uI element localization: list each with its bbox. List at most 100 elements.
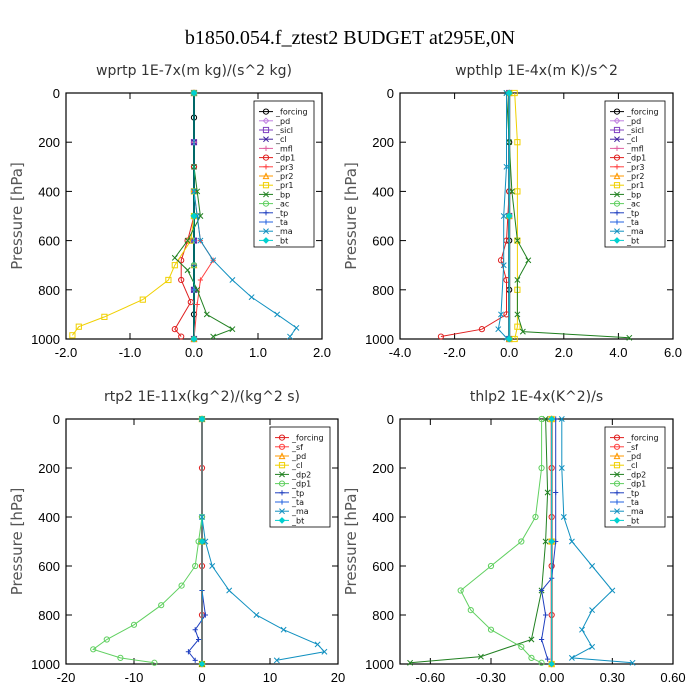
legend-marker — [279, 499, 285, 505]
series-pr1-line — [71, 93, 195, 336]
y-tick-label: 600 — [38, 234, 60, 249]
x-tick-label: -0.30 — [476, 670, 506, 685]
legend-marker — [614, 210, 620, 216]
legend-entry: _pd — [291, 452, 306, 461]
x-tick-label: -20 — [57, 670, 76, 685]
y-tick-label: 600 — [372, 559, 394, 574]
series-ma-point — [293, 324, 300, 331]
series-ma-point — [558, 465, 565, 471]
series-dp1-line — [92, 419, 203, 664]
legend-entry: _cl — [291, 461, 303, 470]
series-ma-point — [229, 277, 236, 283]
y-tick-label: 800 — [372, 608, 394, 623]
legend-marker — [613, 126, 621, 134]
legend-entry: _pr3 — [275, 163, 293, 172]
series-group — [90, 415, 328, 668]
series-pr1-point — [171, 262, 178, 269]
y-tick-label: 0 — [387, 86, 394, 101]
series-bt-point — [198, 415, 206, 423]
series-bt-point — [190, 89, 198, 97]
series-bp-line — [174, 93, 234, 337]
legend-marker — [613, 237, 621, 244]
legend-marker — [613, 182, 621, 189]
series-bp-point — [525, 257, 532, 264]
legend-marker — [278, 434, 286, 441]
series-ma-point — [210, 257, 217, 264]
legend-entry: _cl — [275, 135, 287, 144]
legend-marker — [278, 443, 286, 450]
x-tick-label: -2.0 — [55, 345, 77, 360]
series-bt-point — [190, 335, 198, 343]
series-bp-point — [514, 277, 521, 283]
series-ma-point — [495, 326, 502, 333]
legend-entry: _cl — [626, 135, 638, 144]
series-ma-point — [589, 563, 596, 569]
legend-marker — [613, 517, 621, 524]
legend-entry: _dp1 — [626, 154, 646, 163]
series-bp-point — [210, 333, 217, 340]
legend-marker — [278, 462, 286, 469]
legend-marker — [614, 136, 620, 143]
legend-entry: _forcing — [626, 434, 659, 443]
y-tick-label: 400 — [38, 184, 60, 199]
legend-entry: _sicl — [626, 126, 644, 135]
series-pr1-point — [69, 332, 76, 339]
series-tp-point — [538, 636, 545, 643]
y-tick-label: 600 — [38, 559, 60, 574]
x-tick-label: -2.0 — [443, 345, 465, 360]
series-dp1-line — [460, 419, 543, 664]
x-tick-label: 20 — [331, 670, 345, 685]
legend-box — [253, 100, 315, 248]
legend-entry: _pr1 — [626, 181, 644, 190]
legend-marker — [263, 145, 269, 151]
legend-entry: _cl — [626, 461, 638, 470]
series-dp1-point — [538, 464, 545, 472]
legend-entry: _tp — [626, 489, 639, 498]
x-tick-label: 0.30 — [600, 670, 625, 685]
legend-marker — [614, 471, 620, 478]
legend-entry: _bt — [275, 236, 288, 245]
series-ma-line — [193, 93, 298, 337]
series-bt-point — [198, 538, 206, 545]
panel-title: thlp2 1E-4x(K^2)/s — [470, 389, 603, 405]
legend-entry: _sicl — [275, 126, 293, 135]
legend-entry: _pr2 — [626, 172, 644, 181]
series-pr1-point — [75, 323, 82, 330]
series-ma-point — [314, 641, 321, 648]
x-tick-label: 10 — [263, 670, 277, 685]
series-bp-point — [508, 188, 515, 195]
plot-frame — [399, 418, 674, 665]
series-dp1-point — [90, 646, 97, 653]
series-bp-point — [184, 237, 191, 244]
legend-entry: _bt — [626, 516, 639, 525]
figure-title: b1850.054.f_ztest2 BUDGET at295E,0N — [185, 27, 515, 49]
series-dp2-point — [544, 489, 551, 496]
legend-marker — [613, 154, 621, 161]
legend-entry: _mfl — [275, 144, 293, 153]
series-ma-point — [568, 654, 575, 661]
y-tick-label: 800 — [38, 608, 60, 623]
legend-entry: _ma — [626, 507, 644, 516]
series-dp1-point — [518, 538, 525, 545]
x-tick-label: 0.00 — [539, 670, 564, 685]
series-bp-point — [171, 254, 178, 261]
series-bt-point — [505, 89, 513, 97]
series-bp-point — [203, 311, 210, 318]
series-tp-point — [538, 587, 545, 594]
legend-marker — [263, 210, 269, 216]
legend-marker — [614, 490, 620, 496]
legend-marker — [262, 108, 270, 115]
legend-entry: _dp2 — [291, 470, 311, 479]
legend-entry: _ma — [626, 227, 644, 236]
legend-marker — [263, 136, 269, 143]
series-dp1-point — [487, 626, 495, 633]
series-ma-point — [568, 538, 575, 545]
legend: _forcing_sf_pd_cl_dp2_dp1_tp_ta_ma_bt — [604, 426, 666, 528]
legend-entry: _pd — [626, 452, 641, 461]
legend-marker — [263, 228, 269, 235]
legend-marker — [278, 452, 286, 460]
legend: _forcing_pd_sicl_cl_mfl_dp1_pr3_pr2_pr1_… — [253, 100, 315, 248]
series-dp1-point — [478, 326, 485, 333]
legend-marker — [262, 182, 270, 189]
